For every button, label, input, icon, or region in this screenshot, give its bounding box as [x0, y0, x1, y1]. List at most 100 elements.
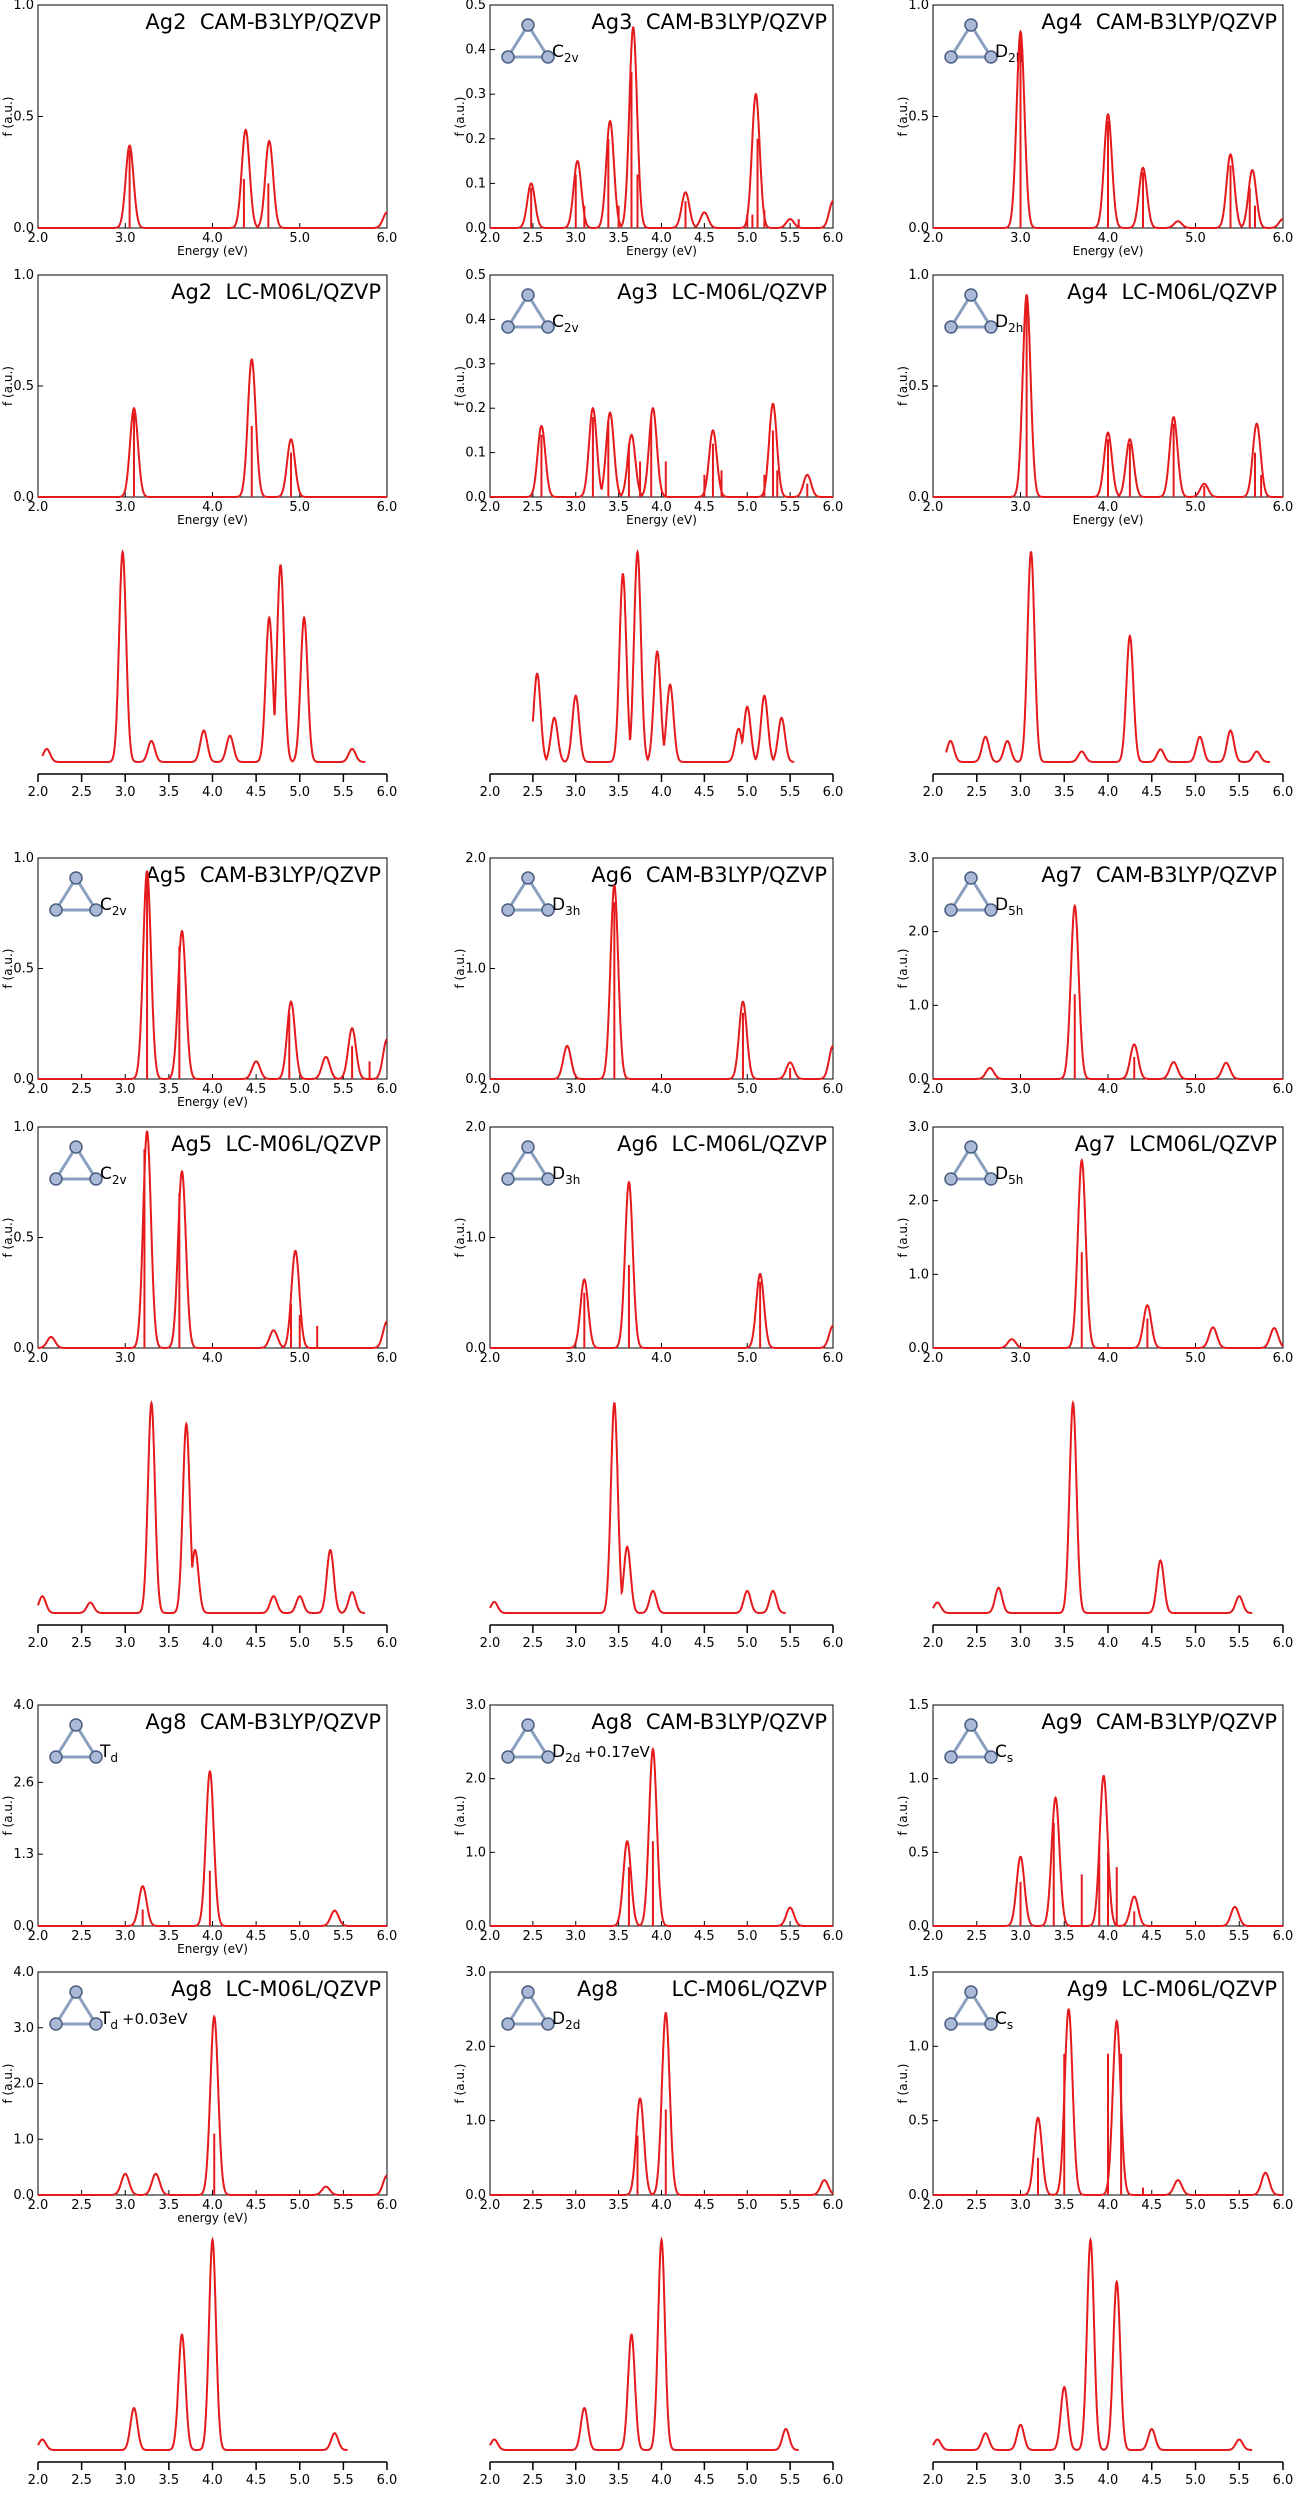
spectrum-peak	[933, 2116, 1054, 2196]
y-tick-label: 2.0	[465, 2039, 486, 2054]
spectrum-peak	[1244, 750, 1270, 763]
spectrum-peak	[932, 2438, 962, 2451]
cluster-atom	[501, 50, 515, 64]
symmetry-label: D2d	[552, 2009, 580, 2032]
spectrum-peak	[1116, 1559, 1201, 1614]
y-tick-label: 0.5	[908, 379, 929, 394]
energy-shift: +0.17eV	[584, 1743, 650, 1761]
y-tick-label: 1.0	[908, 1267, 929, 1282]
x-tick-label: 5.5	[780, 1929, 801, 1944]
symmetry-label: D2h	[995, 312, 1023, 335]
plot-frame	[489, 4, 834, 229]
y-tick-label: 0.0	[908, 490, 929, 505]
x-tick-label: 2.0	[923, 785, 944, 800]
plot-frame	[37, 1971, 388, 2196]
spectrum-peak	[590, 884, 679, 1080]
x-tick-label: 2.5	[523, 1636, 544, 1651]
y-axis-label: f (a.u.)	[453, 1218, 467, 1258]
x-tick-label: 2.0	[28, 500, 49, 515]
spectrum-peak	[164, 1170, 229, 1349]
x-tick-label: 2.5	[966, 2198, 987, 2213]
symmetry-subscript: 2d	[565, 2018, 580, 2032]
spectrum-peak	[531, 672, 548, 760]
spectrum-peak	[1195, 2438, 1253, 2451]
cluster-atom	[984, 1172, 998, 1186]
panel-title: Ag9 LC-M06L/QZVP	[1067, 1977, 1277, 2001]
x-axis-label: Energy (eV)	[1073, 244, 1144, 258]
spectrum-peak	[1146, 748, 1181, 763]
x-tick-label: 3.0	[115, 2473, 136, 2488]
x-tick-label: 2.0	[923, 2473, 944, 2488]
x-tick-label: 6.0	[1273, 785, 1294, 800]
x-tick-label: 3.5	[159, 2473, 180, 2488]
x-tick-label: 5.5	[780, 2473, 801, 2488]
spectrum-peak	[620, 1545, 641, 1614]
y-tick-label: 3.0	[908, 1120, 929, 1135]
x-tick-label: 2.5	[966, 2473, 987, 2488]
spectrum-peak	[1161, 220, 1204, 229]
x-tick-label: 6.0	[1273, 500, 1294, 515]
symmetry-letter: D	[995, 1164, 1008, 1184]
x-tick-label: 3.0	[565, 1351, 586, 1366]
spectrum-peak	[1092, 2019, 1149, 2196]
y-tick-label: 0.2	[465, 132, 486, 147]
symmetry-letter: D	[552, 2009, 565, 2029]
y-tick-label: 0.5	[13, 1231, 34, 1246]
x-tick-label: 4.0	[1098, 500, 1119, 515]
spectrum-peak	[742, 402, 791, 498]
cluster-atom	[521, 18, 535, 32]
spectrum-peak	[489, 1601, 555, 1614]
spectrum-peak	[282, 1249, 342, 1349]
symmetry-letter: D	[995, 312, 1008, 332]
x-tick-label: 5.0	[1185, 1929, 1206, 1944]
x-tick-label: 5.0	[289, 1351, 310, 1366]
y-tick-label: 0.0	[13, 1072, 34, 1087]
y-tick-label: 1.0	[465, 1845, 486, 1860]
y-tick-label: 1.0	[13, 851, 34, 866]
x-tick-label: 2.0	[480, 231, 501, 246]
x-axis-label: Energy (eV)	[177, 244, 248, 258]
spectrum-peak	[933, 1855, 1038, 1927]
y-axis-label: f (a.u.)	[896, 949, 910, 989]
spectrum-peak	[38, 144, 188, 229]
cluster-atom	[69, 871, 83, 885]
x-tick-label: 2.0	[28, 1351, 49, 1366]
x-tick-label: 4.0	[1098, 2473, 1119, 2488]
spectrum-peak	[640, 1589, 701, 1614]
spectrum-peak	[219, 1060, 274, 1080]
spectrum-peak	[1221, 2171, 1283, 2196]
spectrum-peak	[1105, 634, 1147, 763]
symmetry-subscript: 5h	[1008, 904, 1023, 918]
cluster-atom	[984, 1750, 998, 1764]
panel-title: Ag2 CAM-B3LYP/QZVP	[145, 10, 381, 34]
spectrum-peak	[190, 1548, 235, 1614]
panel: 2.0 3.0 4.0 5.0 6.0 0.0 1.0 2.0 3.0 f (a.u.) Ag7 L…	[896, 1120, 1293, 1366]
symmetry-letter: T	[99, 1742, 111, 1762]
cluster-atom	[501, 2017, 515, 2031]
x-tick-label: 5.0	[1185, 1082, 1206, 1097]
spectrum-peak	[216, 734, 250, 763]
symmetry-subscript: d	[110, 2018, 118, 2032]
spectrum-peak	[646, 2236, 724, 2451]
spectrum-peak	[1243, 1327, 1284, 1349]
spectrum-peak	[1134, 2427, 1196, 2451]
x-tick-label: 2.5	[966, 1929, 987, 1944]
cluster-atom	[521, 1718, 535, 1732]
cluster-atom	[89, 1750, 103, 1764]
cluster-atom	[501, 903, 515, 917]
spectrum-peak	[38, 870, 165, 1080]
x-tick-label: 2.5	[71, 2473, 92, 2488]
spectrum-peak	[38, 1884, 177, 1927]
x-tick-label: 4.0	[202, 1351, 223, 1366]
cluster-atom	[541, 50, 555, 64]
plot-frame	[37, 4, 388, 229]
x-tick-label: 3.5	[1054, 2198, 1075, 2213]
spectrum-peak	[996, 739, 1019, 763]
spectrum-peak	[168, 1421, 194, 1614]
y-tick-label: 3.0	[465, 1698, 486, 1713]
spectrum-peak	[606, 1180, 695, 1349]
x-tick-label: 4.5	[694, 2198, 715, 2213]
y-tick-label: 0.0	[465, 2188, 486, 2203]
x-tick-label: 6.0	[377, 2473, 398, 2488]
x-tick-label: 3.5	[159, 785, 180, 800]
